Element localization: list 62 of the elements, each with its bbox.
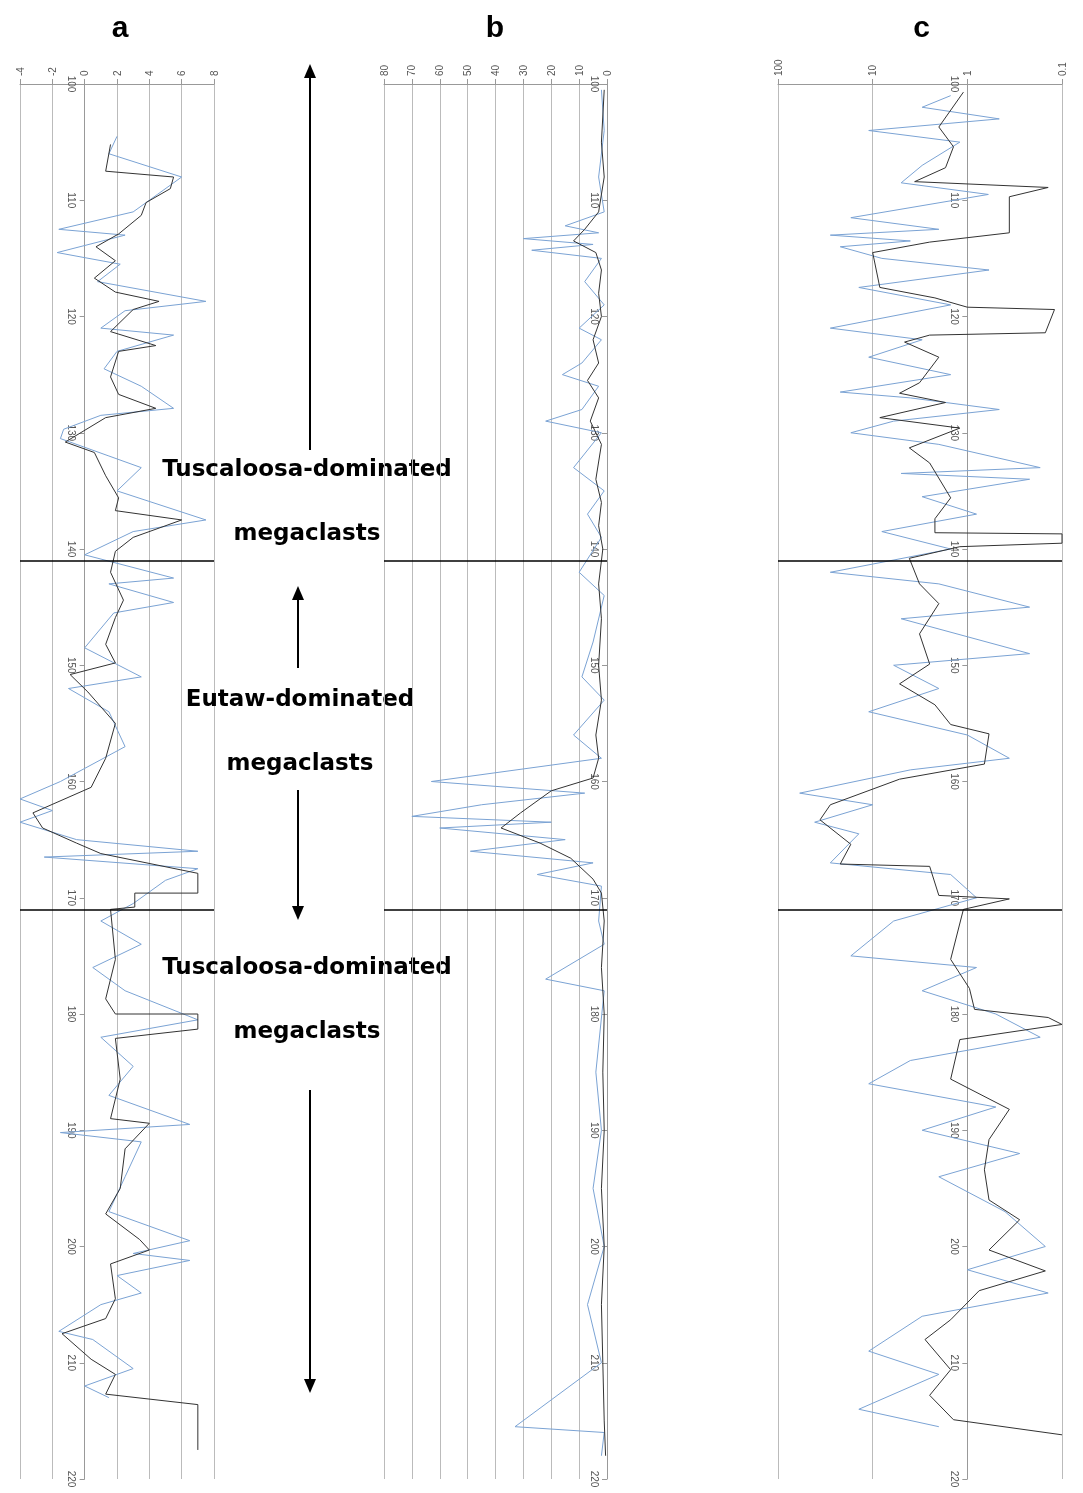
x-tick-label: 50 [462,64,474,76]
y-tick-label: 150 [588,656,600,675]
x-tick-label: 60 [434,64,446,76]
y-tick-label: 140 [66,540,78,558]
text: Tuscaloosa-dominated megaclasts [162,455,452,545]
x-tick-label: 4 [143,70,155,76]
x-tick-label: -2 [46,66,58,76]
y-tick-label: 200 [66,1238,78,1256]
x-tick-label: 80 [378,64,390,76]
y-tick-label: 170 [588,889,600,907]
y-tick-label: 110 [948,192,960,209]
y-tick-label: 180 [588,1005,600,1023]
y-tick-label: 130 [948,424,960,442]
y-tick-label: 210 [588,1354,600,1372]
text: Tuscaloosa-dominated megaclasts [162,953,452,1043]
y-tick-label: 190 [948,1121,960,1140]
y-tick-label: 170 [948,889,960,907]
y-tick-label: 120 [66,308,78,326]
y-tick-label: 120 [588,308,600,326]
y-tick-label: 190 [588,1121,600,1140]
x-tick-label: 20 [545,64,557,76]
y-tick-label: 180 [948,1005,960,1023]
y-tick-label: 120 [948,308,960,326]
y-tick-label: 130 [66,424,78,442]
y-tick-label: 220 [66,1470,78,1488]
x-tick-label: 0 [79,70,91,76]
y-tick-label: 150 [66,656,78,675]
x-tick-label: 30 [517,64,529,76]
x-tick-label: 10 [573,64,585,76]
y-tick-label: 190 [66,1121,78,1140]
y-tick-label: 180 [66,1005,78,1023]
x-tick-label: 2 [111,70,123,76]
x-tick-label: 8 [208,70,220,76]
x-tick-label: 1 [961,70,973,76]
y-tick-label: 220 [948,1470,960,1488]
x-tick-label: 6 [176,70,188,76]
y-tick-label: 200 [588,1238,600,1256]
y-tick-label: 200 [948,1238,960,1256]
x-tick-label: 70 [406,64,418,76]
text: Eutaw-dominated megaclasts [185,685,415,775]
chart-title: c [913,9,930,43]
y-tick-label: 150 [948,656,960,675]
y-tick-label: 210 [948,1354,960,1372]
y-tick-label: 160 [66,773,78,791]
chart-title: a [111,9,129,43]
x-tick-label: -4 [14,66,26,76]
y-tick-label: 110 [66,192,78,209]
chart-title: b [485,9,505,43]
x-tick-label: 0 [601,70,613,76]
x-tick-label: 10 [867,64,879,76]
y-tick-label: 140 [948,540,960,558]
x-tick-label: 40 [490,64,501,76]
y-tick-label: 130 [588,424,600,442]
y-tick-label: 140 [588,540,600,558]
x-tick-label: 0.1 [1056,61,1068,76]
y-tick-label: 110 [588,192,600,209]
y-tick-label: 220 [588,1470,600,1488]
y-tick-label: 160 [588,773,600,791]
y-tick-label: 210 [66,1354,78,1372]
x-tick-label: 100 [772,58,784,76]
y-tick-label: 170 [66,889,78,907]
y-tick-label: 160 [948,773,960,791]
